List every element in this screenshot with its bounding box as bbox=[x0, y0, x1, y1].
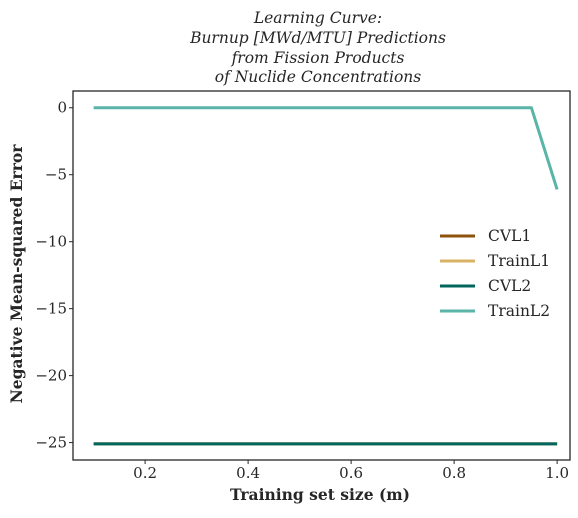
legend-label-cvl2: CVL2 bbox=[488, 277, 531, 295]
series-line-trainl2 bbox=[93, 106, 559, 190]
title-line-2: Burnup [MWd/MTU] Predictions bbox=[189, 29, 446, 47]
title-line-1: Learning Curve: bbox=[253, 9, 382, 27]
y-tick-label: −10 bbox=[35, 233, 67, 251]
title-line-3: from Fission Products bbox=[231, 49, 405, 67]
x-tick-label: 0.6 bbox=[339, 464, 363, 482]
legend-label-cvl1: CVL1 bbox=[488, 227, 531, 245]
title-line-4: of Nuclide Concentrations bbox=[215, 68, 422, 86]
x-axis-ticks: 0.2 0.4 0.6 0.8 1.0 bbox=[133, 460, 569, 482]
y-tick-label: −20 bbox=[35, 367, 67, 385]
y-tick-label: 0 bbox=[57, 99, 67, 117]
x-tick-label: 1.0 bbox=[545, 464, 569, 482]
y-tick-label: −15 bbox=[35, 300, 67, 318]
x-axis-label: Training set size (m) bbox=[230, 485, 410, 504]
series-lines bbox=[93, 106, 559, 446]
x-tick-label: 0.4 bbox=[236, 464, 260, 482]
x-tick-label: 0.8 bbox=[442, 464, 466, 482]
plot-area-frame bbox=[72, 90, 571, 461]
y-axis-ticks: 0 −5 −10 −15 −20 −25 bbox=[35, 99, 73, 452]
y-axis-label: Negative Mean-squared Error bbox=[7, 144, 26, 404]
x-tick-label: 0.2 bbox=[133, 464, 157, 482]
legend-label-trainl1: TrainL1 bbox=[488, 252, 550, 270]
y-tick-label: −25 bbox=[35, 434, 67, 452]
y-tick-label: −5 bbox=[45, 166, 67, 184]
chart-title: Learning Curve: Burnup [MWd/MTU] Predict… bbox=[189, 9, 446, 86]
legend: CVL1 TrainL1 CVL2 TrainL2 bbox=[440, 227, 550, 320]
legend-label-trainl2: TrainL2 bbox=[488, 302, 550, 320]
